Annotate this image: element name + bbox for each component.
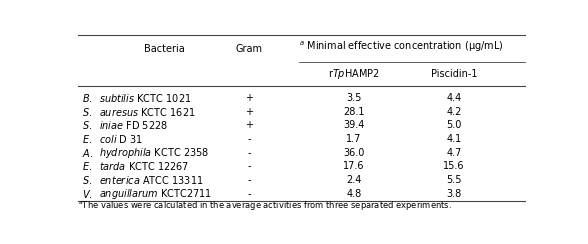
Text: +: + xyxy=(245,93,253,103)
Text: $\it{coli}$ D 31: $\it{coli}$ D 31 xyxy=(99,133,142,145)
Text: 4.7: 4.7 xyxy=(446,148,462,158)
Text: +: + xyxy=(245,120,253,130)
Text: $\it{E}$.: $\it{E}$. xyxy=(82,133,92,145)
Text: 28.1: 28.1 xyxy=(343,107,365,117)
Text: 36.0: 36.0 xyxy=(343,148,365,158)
Text: +: + xyxy=(245,107,253,117)
Text: $\it{anguillarum}$ KCTC2711: $\it{anguillarum}$ KCTC2711 xyxy=(99,187,212,201)
Text: $\it{iniae}$ FD 5228: $\it{iniae}$ FD 5228 xyxy=(99,119,168,131)
Text: $\it{enterica}$ ATCC 13311: $\it{enterica}$ ATCC 13311 xyxy=(99,174,203,186)
Text: Piscidin-1: Piscidin-1 xyxy=(431,69,477,79)
Text: $\it{B}$.: $\it{B}$. xyxy=(82,92,92,104)
Text: -: - xyxy=(247,162,250,172)
Text: $\it{auresus}$ KCTC 1621: $\it{auresus}$ KCTC 1621 xyxy=(99,106,195,118)
Text: $\it{S}$.: $\it{S}$. xyxy=(82,174,92,186)
Text: $\it{S}$.: $\it{S}$. xyxy=(82,119,92,131)
Text: Gram: Gram xyxy=(235,44,262,54)
Text: -: - xyxy=(247,175,250,185)
Text: r$\it{T}$$\it{p}$HAMP2: r$\it{T}$$\it{p}$HAMP2 xyxy=(328,67,380,81)
Text: Bacteria: Bacteria xyxy=(144,44,185,54)
Text: -: - xyxy=(247,189,250,199)
Text: 2.4: 2.4 xyxy=(346,175,362,185)
Text: 3.8: 3.8 xyxy=(446,189,462,199)
Text: $^{a}$The values were calculated in the average activities from three separated : $^{a}$The values were calculated in the … xyxy=(78,199,452,213)
Text: -: - xyxy=(247,148,250,158)
Text: 1.7: 1.7 xyxy=(346,134,362,144)
Text: $\it{tarda}$ KCTC 12267: $\it{tarda}$ KCTC 12267 xyxy=(99,161,189,173)
Text: $\it{subtilis}$ KCTC 1021: $\it{subtilis}$ KCTC 1021 xyxy=(99,92,191,104)
Text: $\it{E}$.: $\it{E}$. xyxy=(82,161,92,173)
Text: 4.4: 4.4 xyxy=(446,93,462,103)
Text: 39.4: 39.4 xyxy=(343,120,365,130)
Text: $\it{S}$.: $\it{S}$. xyxy=(82,106,92,118)
Text: 15.6: 15.6 xyxy=(443,162,465,172)
Text: $\it{V}$.: $\it{V}$. xyxy=(82,188,92,200)
Text: 5.5: 5.5 xyxy=(446,175,462,185)
Text: $\it{hydrophila}$ KCTC 2358: $\it{hydrophila}$ KCTC 2358 xyxy=(99,146,209,160)
Text: $^{a}$ Minimal effective concentration (μg/mL): $^{a}$ Minimal effective concentration (… xyxy=(299,40,504,54)
Text: -: - xyxy=(247,134,250,144)
Text: 17.6: 17.6 xyxy=(343,162,365,172)
Text: 5.0: 5.0 xyxy=(446,120,462,130)
Text: 4.1: 4.1 xyxy=(446,134,462,144)
Text: 3.5: 3.5 xyxy=(346,93,362,103)
Text: 4.2: 4.2 xyxy=(446,107,462,117)
Text: 4.8: 4.8 xyxy=(346,189,362,199)
Text: $\it{A}$.: $\it{A}$. xyxy=(82,147,93,159)
